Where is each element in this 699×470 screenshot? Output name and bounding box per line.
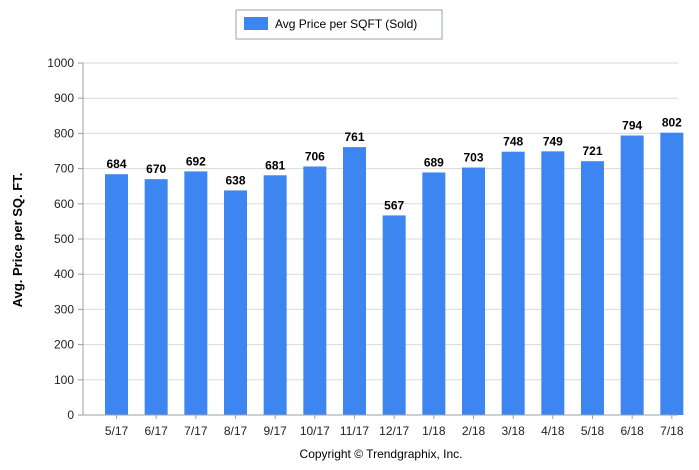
x-tick-label: 9/17 xyxy=(263,424,287,438)
gridlines xyxy=(83,62,678,381)
x-axis-ticks: 5/17 6/17 7/17 8/17 9/17 10/17 11/17 12/17 1/18 2… xyxy=(105,415,684,438)
bar xyxy=(144,179,168,415)
bar xyxy=(382,215,406,415)
data-label: 692 xyxy=(186,154,206,168)
y-tick-label: 900 xyxy=(54,91,74,105)
y-tick-label: 600 xyxy=(54,197,74,211)
data-label: 689 xyxy=(424,155,444,169)
y-axis-title: Avg. Price per SQ. FT. xyxy=(10,173,25,308)
data-label: 703 xyxy=(463,151,483,165)
legend-box xyxy=(235,9,443,40)
x-tick-label: 6/18 xyxy=(620,424,644,438)
bar xyxy=(263,175,287,415)
x-tick-label: 2/18 xyxy=(462,424,486,438)
bar xyxy=(303,166,327,415)
data-label: 721 xyxy=(582,144,602,158)
x-tick-label: 3/18 xyxy=(501,424,525,438)
data-label: 684 xyxy=(106,157,126,171)
bars xyxy=(105,132,684,416)
bar xyxy=(462,167,485,415)
legend-label: Avg Price per SQFT (Sold) xyxy=(275,17,417,31)
y-tick-label: 400 xyxy=(54,267,74,281)
bar xyxy=(581,161,604,415)
y-tick-label: 700 xyxy=(54,162,74,176)
data-label: 794 xyxy=(622,119,642,133)
y-tick-label: 100 xyxy=(54,373,74,387)
y-tick-label: 0 xyxy=(67,408,74,422)
y-tick-label: 1000 xyxy=(47,56,74,70)
data-label: 567 xyxy=(384,198,404,212)
x-tick-label: 4/18 xyxy=(541,424,565,438)
x-tick-label: 7/17 xyxy=(184,424,208,438)
bar xyxy=(105,174,128,415)
y-tick-label: 500 xyxy=(54,232,74,246)
data-label: 749 xyxy=(543,134,563,148)
bar xyxy=(501,151,525,416)
data-label: 706 xyxy=(305,149,325,163)
x-tick-label: 8/17 xyxy=(224,424,248,438)
data-label: 670 xyxy=(146,162,166,176)
legend: Avg Price per SQFT (Sold) xyxy=(235,9,443,40)
data-label: 681 xyxy=(265,158,285,172)
x-tick-label: 11/17 xyxy=(340,424,369,438)
y-tick-label: 200 xyxy=(54,338,74,352)
bar xyxy=(343,147,366,416)
data-label: 748 xyxy=(503,135,523,149)
x-tick-label: 1/18 xyxy=(422,424,446,438)
y-tick-label: 800 xyxy=(54,126,74,140)
data-label: 638 xyxy=(225,173,245,187)
data-labels: 684 670 692 638 681 706 761 567 689 703 748 749 721 7… xyxy=(106,116,682,213)
copyright-text: Copyright © Trendgraphix, Inc. xyxy=(300,447,463,461)
data-label: 761 xyxy=(344,130,364,144)
x-tick-label: 12/17 xyxy=(379,424,409,438)
x-tick-label: 5/17 xyxy=(105,424,129,438)
y-axis-ticks: 0 100 200 300 400 500 600 700 800 900 1000 xyxy=(47,56,83,422)
bar xyxy=(184,171,208,415)
x-tick-label: 7/18 xyxy=(660,424,684,438)
y-tick-label: 300 xyxy=(54,302,74,316)
legend-swatch xyxy=(244,17,268,30)
bar xyxy=(541,151,565,416)
bar xyxy=(660,132,684,416)
bar xyxy=(620,135,644,415)
bar xyxy=(422,172,446,415)
data-label: 802 xyxy=(662,116,682,130)
bar xyxy=(224,190,247,415)
x-tick-label: 5/18 xyxy=(581,424,605,438)
x-tick-label: 6/17 xyxy=(144,424,168,438)
x-tick-label: 10/17 xyxy=(300,424,330,438)
